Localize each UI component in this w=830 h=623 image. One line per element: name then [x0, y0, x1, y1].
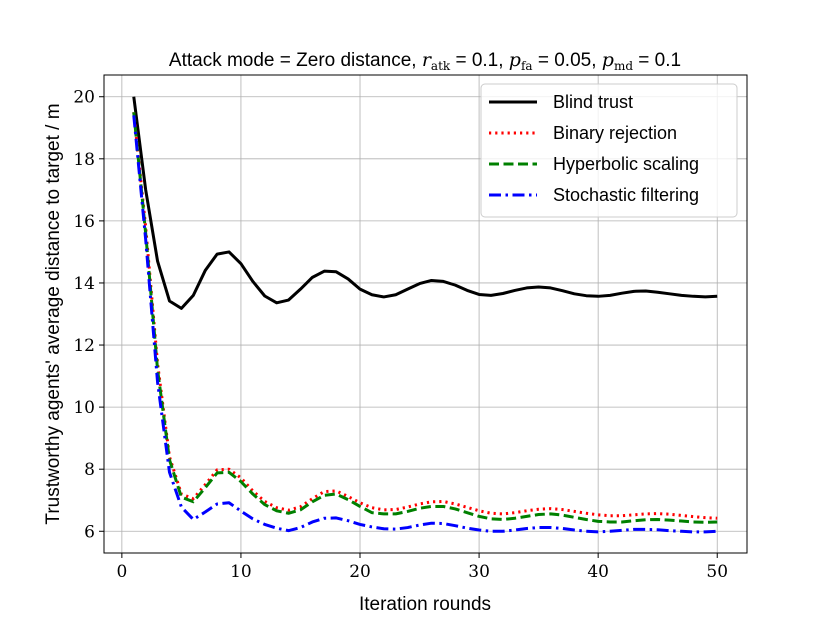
- x-tick-label: 20: [349, 562, 371, 582]
- x-tick-label: 50: [706, 562, 728, 582]
- plot-frame: [103, 74, 748, 554]
- series-line-blind-trust: [132, 96, 718, 310]
- legend-box: [480, 83, 738, 218]
- title-r-symbol: r: [422, 49, 433, 71]
- legend-label-hyperbolic-scaling: Hyperbolic scaling: [553, 154, 699, 174]
- series-line-hyperbolic-scaling: [132, 112, 718, 524]
- title-prefix: Attack mode = Zero distance,: [169, 50, 422, 71]
- x-tick-label: 10: [230, 562, 252, 582]
- axis-ticks: 0 10 20 30 40 50 6 8 10 12 14 16 18 20: [73, 88, 728, 582]
- legend-label-blind-trust: Blind trust: [553, 92, 633, 112]
- y-tick-label: 8: [84, 460, 95, 480]
- title-pfa-symbol: p: [509, 49, 521, 71]
- title-pmd-value: = 0.1: [633, 50, 681, 71]
- series-line-stochastic-filtering: [132, 115, 718, 534]
- legend-label-binary-rejection: Binary rejection: [553, 123, 677, 143]
- title-pfa-value: = 0.05,: [533, 50, 602, 71]
- y-axis-label: Trustworthy agents' average distance to …: [43, 103, 64, 524]
- x-tick-label: 40: [587, 562, 609, 582]
- legend: Blind trust Binary rejection Hyperbolic sc…: [480, 83, 738, 218]
- x-tick-label: 30: [468, 562, 490, 582]
- y-tick-label: 20: [73, 88, 95, 108]
- series-lines: [132, 96, 718, 534]
- y-tick-label: 6: [84, 522, 95, 542]
- y-tick-label: 14: [73, 274, 95, 294]
- title-pmd-subscript: md: [614, 59, 633, 73]
- legend-label-stochastic-filtering: Stochastic filtering: [553, 185, 699, 205]
- title-r-value: = 0.1,: [450, 50, 509, 71]
- y-tick-label: 16: [73, 212, 95, 232]
- title-r-subscript: atk: [431, 59, 451, 73]
- chart-title: Attack mode = Zero distance, ratk = 0.1,…: [169, 49, 681, 73]
- title-pfa-subscript: fa: [521, 59, 533, 73]
- title-pmd-symbol: p: [602, 49, 614, 71]
- x-axis-label: Iteration rounds: [359, 594, 491, 615]
- y-tick-label: 18: [73, 150, 95, 170]
- x-tick-label: 0: [116, 562, 127, 582]
- y-tick-label: 10: [73, 398, 95, 418]
- y-tick-label: 12: [73, 336, 95, 356]
